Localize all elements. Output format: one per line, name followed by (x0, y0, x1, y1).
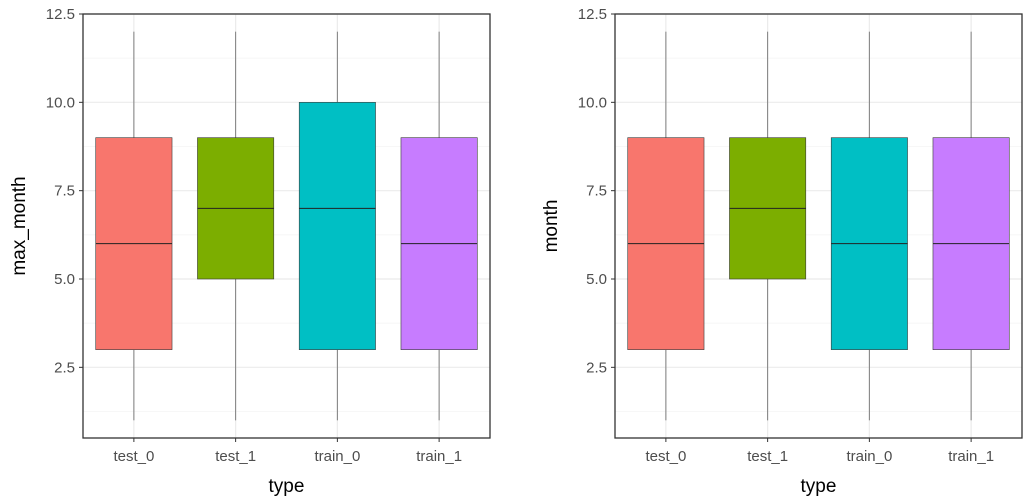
chart-panel-0: 2.5 5.0 7.5 10.0 12.5 test_0 test_1 train_0 trai… (9, 6, 491, 497)
chart-panel-1: 2.5 5.0 7.5 10.0 12.5 test_0 test_1 train_0 trai… (541, 6, 1023, 497)
y-tick-label: 2.5 (586, 359, 607, 376)
x-tick-label: test_0 (645, 448, 686, 465)
box-test_1 (197, 31, 275, 421)
x-tick-label: test_0 (113, 448, 154, 465)
box-test_1 (729, 31, 807, 421)
box-train_1 (400, 31, 478, 421)
x-tick-label: test_1 (215, 448, 256, 465)
y-tick-label: 5.0 (586, 271, 607, 288)
x-tick-label: train_1 (948, 448, 994, 465)
box-train_1 (932, 31, 1010, 421)
y-axis-title: max_month (9, 176, 30, 275)
x-tick-label: test_1 (747, 448, 788, 465)
y-tick-label: 12.5 (46, 6, 75, 23)
x-tick-label: train_0 (314, 448, 360, 465)
y-tick-label: 5.0 (54, 271, 75, 288)
y-tick-label: 2.5 (54, 359, 75, 376)
y-tick-label: 10.0 (46, 94, 75, 111)
box-train_0 (298, 31, 376, 421)
x-axis-title: type (801, 476, 837, 497)
y-tick-label: 10.0 (578, 94, 607, 111)
x-tick-label: train_0 (846, 448, 892, 465)
y-tick-label: 12.5 (578, 6, 607, 23)
box-test_0 (95, 31, 173, 421)
box-train_0 (830, 31, 908, 421)
panel-border (82, 13, 491, 439)
panel-border (614, 13, 1023, 439)
box-body (298, 102, 376, 350)
x-tick-label: train_1 (416, 448, 462, 465)
y-tick-label: 7.5 (54, 183, 75, 200)
y-tick-label: 7.5 (586, 183, 607, 200)
x-axis-title: type (269, 476, 305, 497)
y-axis-title: month (541, 200, 562, 253)
box-test_0 (627, 31, 705, 421)
